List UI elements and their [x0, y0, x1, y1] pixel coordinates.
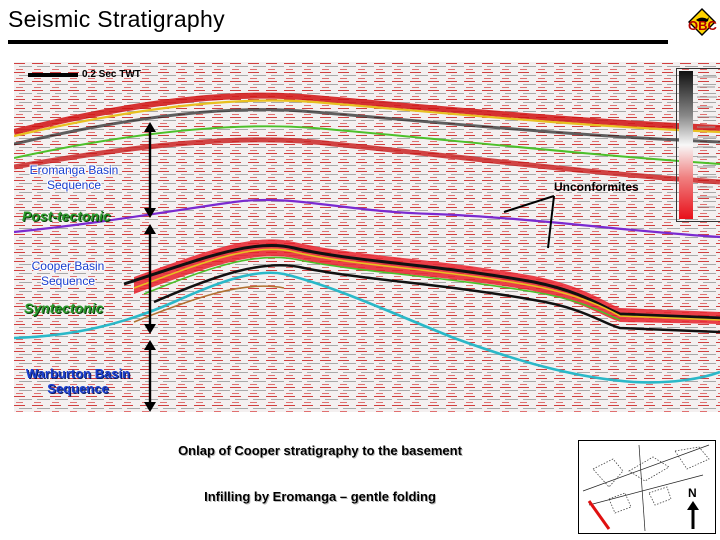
arrowheads: [144, 122, 156, 412]
page-title: Seismic Stratigraphy: [8, 6, 225, 32]
horizon-yellow-lower: [133, 248, 720, 321]
unconformities-label: Unconformites: [554, 180, 639, 194]
middle-reflector: [14, 137, 720, 185]
seismic-section: [14, 62, 720, 412]
scale-bar: [28, 73, 78, 77]
logo-text: OBC: [688, 18, 717, 33]
upper-reflector-dark: [14, 108, 720, 146]
warburton-sequence-label: Warburton Basin Sequence: [25, 366, 131, 396]
amplitude-colorbar: [676, 68, 720, 222]
title-divider: [8, 40, 668, 44]
horizon-green-top: [14, 125, 720, 165]
logo-icon: [688, 8, 716, 36]
syntectonic-label: Syntectonic: [24, 300, 104, 316]
horizon-yellow-top: [14, 99, 720, 138]
section-line-marker: [587, 500, 611, 530]
unconformity-pointer-2: [547, 195, 555, 249]
post-tectonic-label: Post-tectonic: [22, 208, 111, 224]
caption-infilling: Infilling by Eromanga – gentle folding: [204, 489, 436, 504]
north-arrow-icon: [687, 501, 699, 529]
scale-label: 0.2 Sec TWT: [82, 69, 141, 80]
caption-onlap: Onlap of Cooper stratigraphy to the base…: [178, 443, 462, 458]
anticline-black-reflector: [123, 243, 720, 320]
horizon-green-lower: [143, 256, 621, 321]
company-logo: OBC: [688, 8, 717, 38]
horizon-brown: [133, 285, 285, 323]
eromanga-sequence-label: Eromanga Basin Sequence: [29, 163, 119, 192]
lower-black-reflector: [153, 264, 720, 334]
north-label: N: [688, 486, 697, 500]
unconformity-pointer-1: [503, 195, 555, 213]
horizon-purple: [14, 198, 720, 239]
cooper-sequence-label: Cooper Basin Sequence: [31, 259, 105, 288]
upper-reflector: [14, 92, 720, 135]
location-map-outlines: [582, 444, 710, 532]
